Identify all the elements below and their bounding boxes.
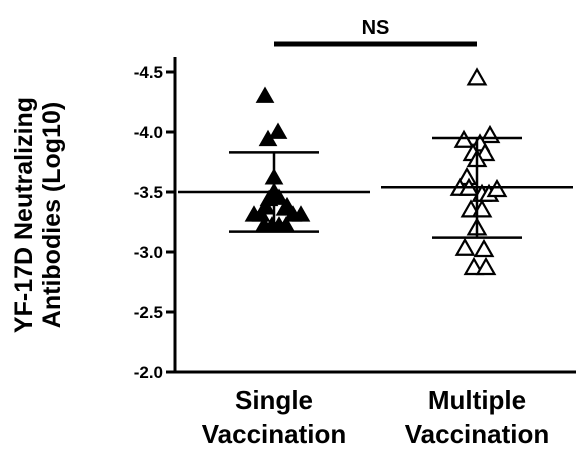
- data-point-open-triangle: [473, 238, 495, 258]
- significance-annotation: NS: [274, 17, 477, 47]
- data-point-filled-triangle: [251, 205, 271, 222]
- y-tick-label: -3.5: [134, 183, 163, 202]
- x-category-labels: Single Vaccination Multiple Vaccination: [202, 385, 550, 449]
- x-category-label: Vaccination: [202, 419, 347, 449]
- data-point-filled-triangle: [275, 199, 295, 216]
- data-point-filled-triangle: [268, 122, 288, 139]
- x-category-label: Vaccination: [405, 419, 550, 449]
- data-point-open-triangle: [466, 67, 488, 86]
- significance-label: NS: [362, 17, 390, 39]
- error-bars: [178, 136, 573, 239]
- y-axis-label: YF-17D Neutralizing Antibodies (Log10): [10, 97, 66, 333]
- y-tick-label: -2.0: [134, 363, 163, 382]
- axes: [173, 57, 576, 374]
- data-point-open-triangle: [475, 256, 497, 276]
- y-axis-label-line-2: Antibodies (Log10): [38, 102, 66, 328]
- y-tick-label: -4.5: [134, 63, 163, 82]
- data-point-filled-triangle: [255, 86, 275, 103]
- y-tick-label: -2.5: [134, 303, 163, 322]
- data-point-open-triangle: [453, 129, 475, 148]
- y-axis-label-line-1: YF-17D Neutralizing: [10, 97, 38, 333]
- data-point-filled-triangle: [291, 205, 311, 222]
- data-point-open-triangle: [479, 124, 501, 144]
- x-category-label: Multiple: [428, 385, 526, 415]
- data-point-open-triangle: [486, 178, 508, 198]
- x-category-label: Single: [235, 385, 313, 415]
- y-ticks: -2.0 -2.5 -3.0 -3.5 -4.0 -4.5: [134, 63, 175, 382]
- data-points: [244, 67, 508, 276]
- data-point-open-triangle: [454, 237, 476, 256]
- data-point-open-triangle: [463, 256, 485, 276]
- y-tick-label: -3.0: [134, 243, 163, 262]
- y-tick-label: -4.0: [134, 123, 163, 142]
